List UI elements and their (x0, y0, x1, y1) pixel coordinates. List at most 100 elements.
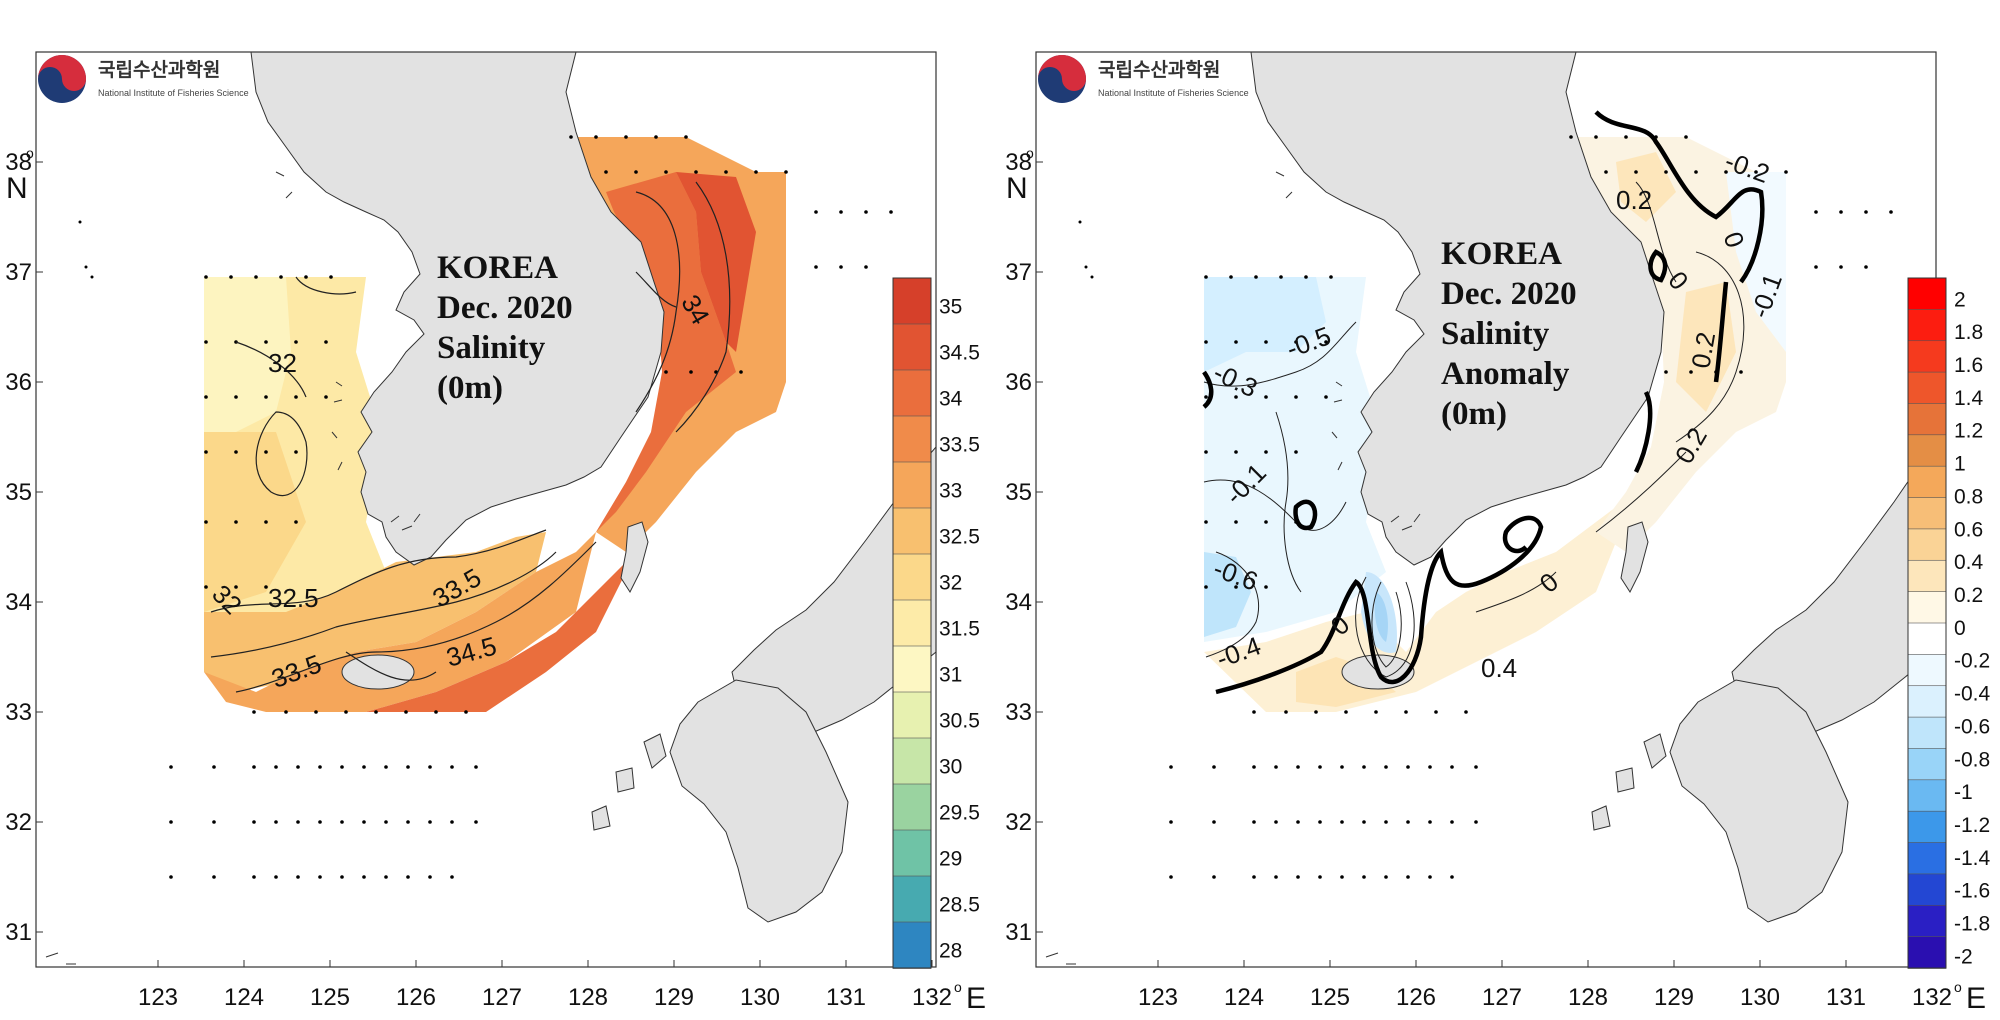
colorbar-label: 1.4 (1954, 387, 1984, 410)
colorbar-label: 1.8 (1954, 321, 1983, 344)
map-title: KOREA Dec. 2020 Salinity Anomaly (0m) (1441, 236, 1577, 432)
lat-unit-label: N (1006, 172, 1028, 205)
colorbar-swatch (892, 507, 932, 555)
lat-tick-label: 38 (1005, 149, 1032, 176)
anomaly-colorbar: 2 1.8 1.6 1.4 1.2 1 0.8 0.6 0.4 0.2 0 -0.2 -0.4 -0.6 -… (1907, 277, 1991, 969)
colorbar-label: 32.5 (939, 526, 980, 549)
colorbar-label: -0.6 (1954, 715, 1990, 738)
logo-english-name: National Institute of Fisheries Science (98, 88, 249, 98)
contour-label: 0.2 (1685, 330, 1721, 371)
colorbar-swatch (1907, 748, 1947, 781)
lon-tick-label: 132 (912, 984, 952, 1011)
colorbar-label: 30 (939, 756, 962, 779)
lon-tick-label: 127 (482, 984, 522, 1011)
colorbar-swatch (1907, 810, 1947, 844)
colorbar-label: 31.5 (939, 618, 980, 641)
colorbar-swatch (1907, 434, 1947, 467)
lat-tick-label: 38 (5, 149, 32, 176)
colorbar-swatch (1907, 873, 1947, 907)
nifs-logo: 국립수산과학원 National Institute of Fisheries … (38, 55, 249, 104)
colorbar-label: 34.5 (939, 342, 980, 365)
colorbar-swatch (892, 829, 932, 877)
lon-tick-label: 128 (568, 984, 608, 1011)
salinity-field (204, 137, 786, 712)
lon-tick-label: 126 (396, 984, 436, 1011)
colorbar-label: 1.6 (1954, 354, 1983, 377)
svg-text:(0m): (0m) (1441, 396, 1507, 432)
lon-unit-label: E (1966, 982, 1986, 1015)
svg-text:KOREA: KOREA (1441, 236, 1562, 272)
colorbar-swatch (892, 369, 932, 417)
colorbar-swatch (1907, 403, 1947, 436)
colorbar-label: -0.2 (1954, 650, 1990, 673)
lat-tick-label: 31 (5, 919, 32, 946)
contour-label: 32.5 (268, 583, 319, 613)
lat-tick-label: 33 (1005, 699, 1032, 726)
colorbar-swatch (892, 737, 932, 785)
colorbar-label: 0.6 (1954, 518, 1983, 541)
logo-korean-name: 국립수산과학원 (1098, 59, 1220, 81)
degree-symbol: o (954, 979, 962, 995)
salinity-panel: 32 32 32.5 33.5 33.5 34.5 34 KOREA Dec. … (35, 51, 937, 968)
lat-tick-label: 37 (1005, 259, 1032, 286)
lon-tick-label: 127 (1482, 984, 1522, 1011)
lat-tick-label: 34 (5, 589, 32, 616)
lon-unit-label: E (966, 982, 986, 1015)
colorbar-label: 34 (939, 388, 963, 411)
colorbar-label: -0.8 (1954, 748, 1990, 771)
lon-tick-label: 125 (310, 984, 350, 1011)
colorbar-swatch (1907, 465, 1947, 499)
colorbar-label: -1.2 (1954, 814, 1990, 837)
logo-korean-name: 국립수산과학원 (98, 59, 220, 81)
colorbar-swatch (1907, 309, 1947, 342)
lat-tick-label: 35 (1005, 479, 1032, 506)
lat-tick-label: 32 (1005, 809, 1032, 836)
colorbar-label: 31 (939, 664, 962, 687)
degree-symbol: o (1954, 979, 1962, 995)
lon-tick-label: 132 (1912, 984, 1952, 1011)
anomaly-zero-contours (1202, 110, 1765, 695)
svg-text:Dec. 2020: Dec. 2020 (437, 290, 573, 326)
colorbar-label: -0.4 (1954, 683, 1991, 706)
colorbar-swatch (892, 415, 932, 463)
colorbar-swatch (892, 645, 932, 693)
contour-label: 0.4 (1481, 653, 1517, 683)
colorbar-swatch (892, 691, 932, 739)
colorbar-label: 28.5 (939, 894, 980, 917)
lon-tick-label: 125 (1310, 984, 1350, 1011)
map-title: KOREA Dec. 2020 Salinity (0m) (437, 250, 573, 406)
lon-tick-label: 131 (826, 984, 866, 1011)
lat-tick-label: 31 (1005, 919, 1032, 946)
colorbar-label: 35 (939, 296, 962, 319)
colorbar-swatch (892, 323, 932, 371)
contour-label: 0.2 (1616, 185, 1652, 215)
colorbar-label: 1.2 (1954, 420, 1983, 443)
svg-text:Dec. 2020: Dec. 2020 (1441, 276, 1577, 312)
logo-english-name: National Institute of Fisheries Science (1098, 88, 1249, 98)
lon-tick-label: 131 (1826, 984, 1866, 1011)
lat-tick-label: 36 (1005, 369, 1032, 396)
colorbar-label: 28 (939, 940, 962, 963)
colorbar-label: 29.5 (939, 802, 980, 825)
colorbar-swatch (1907, 528, 1947, 562)
colorbar-swatch (892, 921, 932, 969)
colorbar-swatch (1907, 936, 1947, 969)
lon-tick-label: 129 (654, 984, 694, 1011)
lon-tick-label: 123 (1138, 984, 1178, 1011)
colorbar-swatch (1907, 497, 1947, 530)
colorbar-label: -2 (1954, 945, 1973, 968)
lat-tick-label: 34 (1005, 589, 1032, 616)
colorbar-swatch (1907, 654, 1947, 687)
colorbar-swatch (1907, 340, 1947, 373)
lat-tick-label: 36 (5, 369, 32, 396)
colorbar-swatch (1907, 685, 1947, 718)
colorbar-swatch (1907, 277, 1947, 311)
lat-tick-label: 37 (5, 259, 32, 286)
colorbar-swatch (892, 599, 932, 647)
colorbar-swatch (1907, 904, 1947, 938)
svg-text:(0m): (0m) (437, 370, 503, 406)
colorbar-swatch (1907, 779, 1947, 812)
lon-tick-label: 129 (1654, 984, 1694, 1011)
colorbar-swatch (1907, 716, 1947, 750)
lon-tick-label: 124 (224, 984, 264, 1011)
